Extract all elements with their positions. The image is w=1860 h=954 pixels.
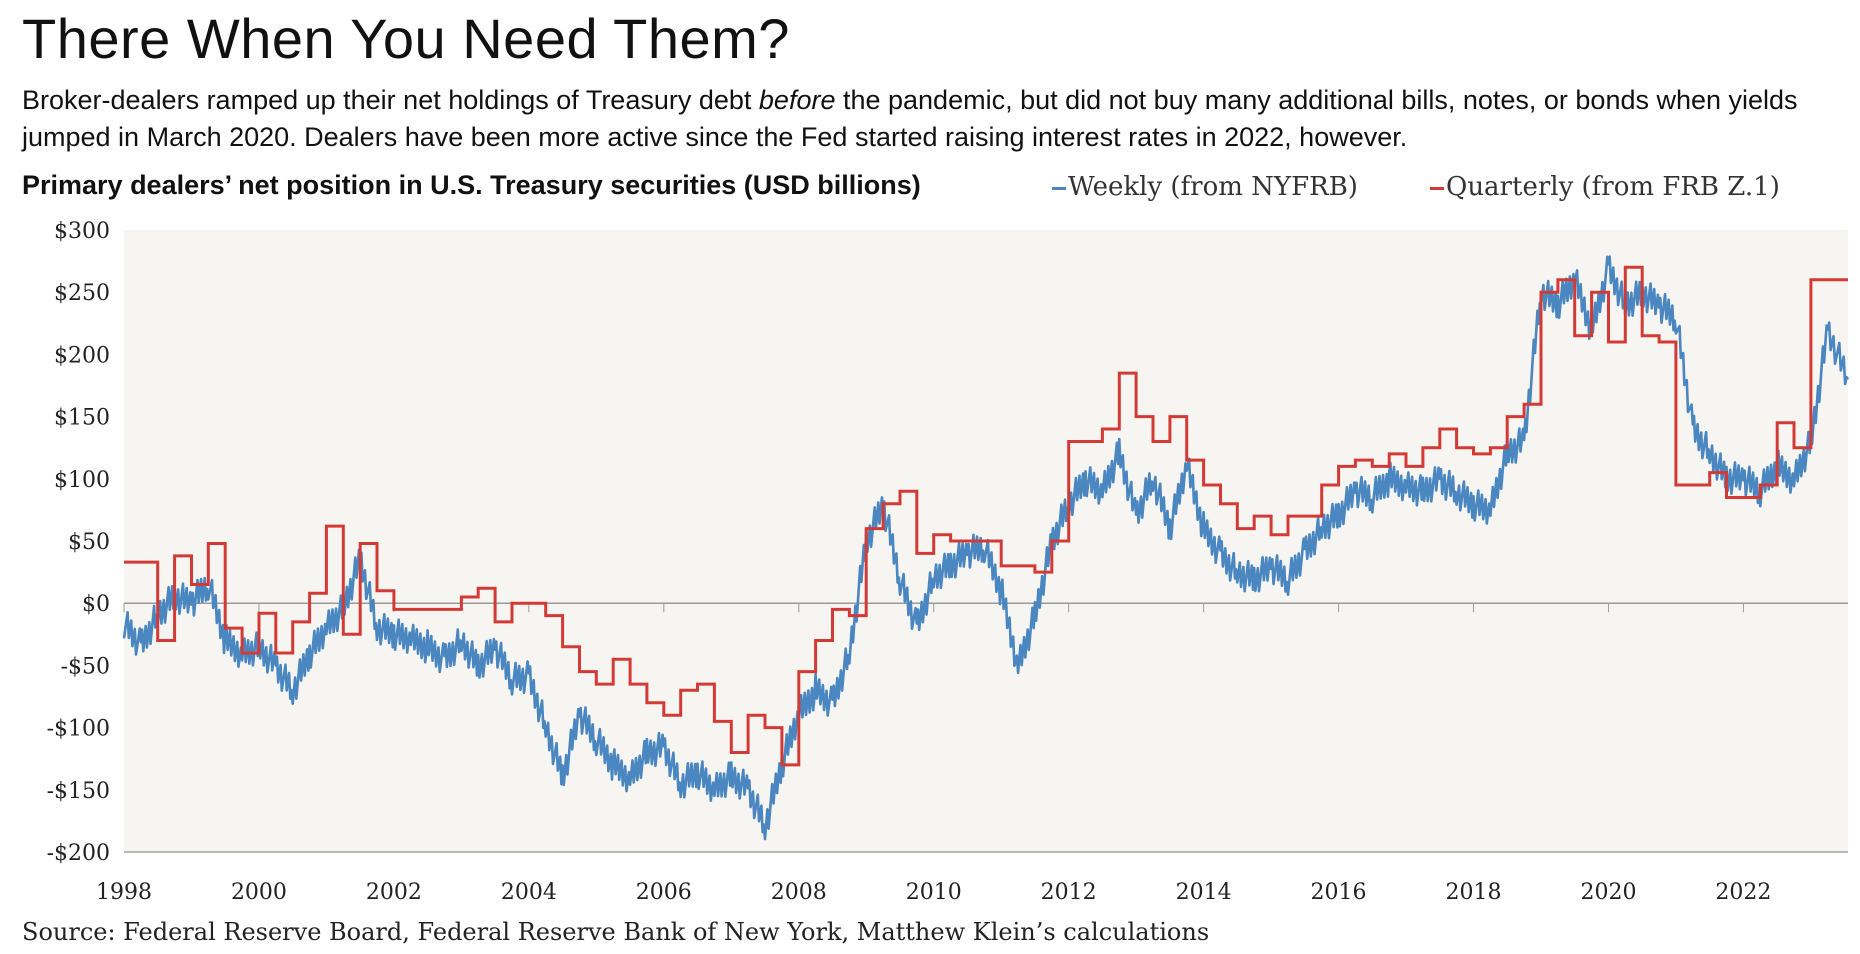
legend-weekly: Weekly (from NYFRB) xyxy=(1052,172,1358,202)
y-tick-label: $50 xyxy=(68,530,110,555)
source-note: Source: Federal Reserve Board, Federal R… xyxy=(22,918,1210,946)
legend-weekly-swatch xyxy=(1052,186,1066,190)
series-quarterly-line xyxy=(124,265,1848,767)
y-tick-label: -$200 xyxy=(47,841,110,866)
x-tick-label: 2014 xyxy=(1176,880,1232,905)
y-tick-label: $250 xyxy=(54,281,110,306)
legend-quarterly-label: Quarterly (from FRB Z.1) xyxy=(1446,172,1780,202)
x-tick-label: 2016 xyxy=(1311,880,1367,905)
y-tick-label: $100 xyxy=(54,468,110,493)
y-tick-label: $0 xyxy=(82,592,110,617)
subtitle-part-2: the pandemic, but did not buy many addit… xyxy=(22,85,1798,152)
y-tick-label: $200 xyxy=(54,343,110,368)
legend-quarterly: Quarterly (from FRB Z.1) xyxy=(1430,172,1780,202)
x-tick-label: 2018 xyxy=(1446,880,1502,905)
y-tick-label: -$100 xyxy=(47,717,110,742)
y-tick-label: $150 xyxy=(54,406,110,431)
legend-quarterly-swatch xyxy=(1430,186,1444,190)
x-tick-label: 2006 xyxy=(636,880,692,905)
x-tick-label: 2010 xyxy=(906,880,962,905)
page-title: There When You Need Them? xyxy=(22,7,790,70)
y-tick-label: -$50 xyxy=(61,654,110,679)
subtitle-emphasis: before xyxy=(758,85,836,115)
x-tick-label: 2012 xyxy=(1041,880,1097,905)
x-tick-label: 1998 xyxy=(96,880,152,905)
x-tick-label: 2022 xyxy=(1715,880,1771,905)
page-subtitle: Broker-dealers ramped up their net holdi… xyxy=(22,82,1852,156)
y-tick-label: $300 xyxy=(54,219,110,244)
x-tick-label: 2020 xyxy=(1580,880,1636,905)
x-tick-label: 2004 xyxy=(501,880,557,905)
x-tick-label: 2002 xyxy=(366,880,422,905)
y-tick-label: -$150 xyxy=(47,779,110,804)
chart-title: Primary dealers’ net position in U.S. Tr… xyxy=(22,170,921,200)
series-weekly-line xyxy=(122,255,1850,841)
x-tick-label: 2008 xyxy=(771,880,827,905)
subtitle-part-1: Broker-dealers ramped up their net holdi… xyxy=(22,85,759,115)
legend-weekly-label: Weekly (from NYFRB) xyxy=(1068,172,1358,202)
x-tick-label: 2000 xyxy=(231,880,287,905)
